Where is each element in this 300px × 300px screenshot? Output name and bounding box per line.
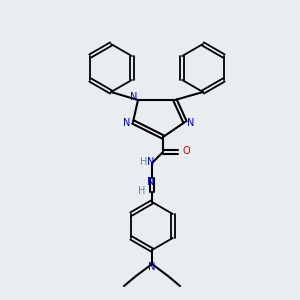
Text: N: N bbox=[130, 92, 138, 102]
Text: N: N bbox=[123, 118, 131, 128]
Text: O: O bbox=[182, 146, 190, 156]
Text: N: N bbox=[148, 262, 156, 272]
Text: N: N bbox=[147, 177, 155, 187]
Text: H: H bbox=[138, 186, 146, 196]
Text: N: N bbox=[147, 157, 155, 167]
Text: H: H bbox=[140, 157, 148, 167]
Text: N: N bbox=[187, 118, 195, 128]
